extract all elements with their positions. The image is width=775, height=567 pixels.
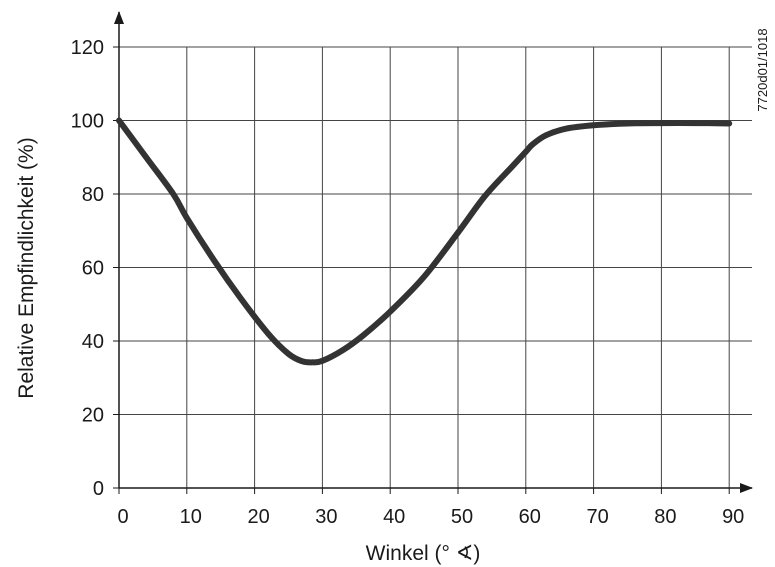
x-tick-label-40: 40 <box>383 506 405 528</box>
series-line-0 <box>116 117 733 366</box>
y-tick-label-40: 40 <box>82 331 104 353</box>
x-tick-label-0: 0 <box>117 506 128 528</box>
y-tick-labels: 0 20 40 60 80 100 120 <box>71 37 104 500</box>
y-axis-label: Relative Empfindlichkeit (%) <box>15 137 38 398</box>
axes <box>113 11 753 494</box>
y-tick-label-60: 60 <box>82 258 104 280</box>
grid-lines <box>119 46 752 488</box>
y-tick-label-120: 120 <box>71 37 104 59</box>
x-tick-label-90: 90 <box>722 506 744 528</box>
y-tick-label-20: 20 <box>82 405 104 427</box>
x-axis-label: Winkel (° ∢) <box>366 542 481 565</box>
y-tick-label-80: 80 <box>82 184 104 206</box>
x-tick-label-80: 80 <box>654 506 676 528</box>
figure-code: 7720d01/1018 <box>755 28 770 111</box>
x-tick-label-50: 50 <box>451 506 473 528</box>
x-tick-label-20: 20 <box>247 506 269 528</box>
x-tick-label-10: 10 <box>180 506 202 528</box>
series-group <box>116 117 733 366</box>
x-axis-arrow <box>740 483 753 493</box>
x-tick-labels: 0 10 20 30 40 50 60 70 80 90 <box>117 506 744 528</box>
x-tick-label-60: 60 <box>519 506 541 528</box>
y-axis-arrow <box>114 11 124 24</box>
x-tick-label-70: 70 <box>586 506 608 528</box>
x-tick-label-30: 30 <box>315 506 337 528</box>
y-tick-label-0: 0 <box>93 478 104 500</box>
y-tick-label-100: 100 <box>71 111 104 133</box>
